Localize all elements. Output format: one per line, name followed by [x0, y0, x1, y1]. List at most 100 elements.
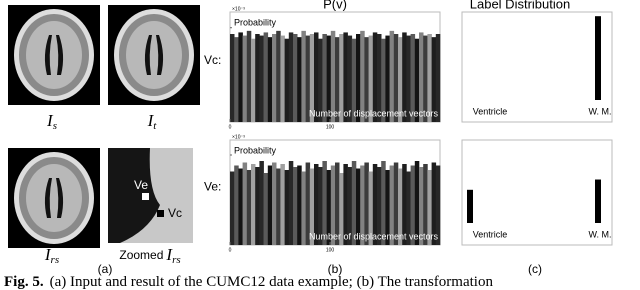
- hist-bar: [272, 162, 277, 245]
- image-label: Irs: [44, 245, 59, 266]
- hist-bar: [309, 34, 315, 122]
- hist-bar: [272, 34, 277, 122]
- exponent: ×10⁻³: [232, 6, 245, 12]
- hist-bar: [326, 170, 332, 245]
- hist-bar: [335, 37, 340, 123]
- hist-bar: [410, 34, 416, 122]
- hist-bar: [251, 164, 256, 245]
- hist-bar: [435, 165, 441, 245]
- hist-bar: [360, 30, 365, 122]
- hist-bar: [427, 170, 432, 245]
- hist-bar: [263, 173, 269, 245]
- hist-bar: [414, 161, 420, 245]
- hist-bar: [339, 34, 344, 122]
- hist-bar: [246, 30, 252, 122]
- category-label: W. M.: [589, 229, 612, 239]
- hist-bar: [389, 30, 395, 122]
- hist-bar: [288, 32, 294, 122]
- hist-bar: [297, 165, 302, 245]
- hist-bar: [410, 165, 416, 245]
- x-tick-label: 100: [326, 247, 335, 253]
- hist-bar: [309, 168, 315, 245]
- hist-bar: [406, 171, 411, 245]
- hist-bar: [276, 30, 281, 122]
- hist-bar: [351, 161, 357, 245]
- category-label: Ventricle: [473, 106, 508, 116]
- hist-bar: [288, 161, 294, 245]
- hist-bar: [377, 167, 382, 245]
- hist-bar: [356, 168, 361, 245]
- y-axis-label: Probability: [234, 145, 277, 155]
- exponent: ×10⁻³: [232, 134, 245, 140]
- hist-bar: [335, 162, 340, 245]
- plot-frame: [461, 139, 613, 246]
- hist-bar: [393, 34, 399, 122]
- hist-bar: [305, 35, 311, 123]
- hist-bar: [330, 165, 336, 245]
- x-tick-label: 0: [229, 247, 232, 253]
- hist-bar: [230, 34, 235, 122]
- hist-bar: [435, 34, 441, 122]
- label-bg: [232, 16, 292, 30]
- hist-bar: [301, 171, 306, 245]
- hist-bar: [230, 171, 235, 245]
- hist-bar: [372, 164, 378, 245]
- hist-bar: [280, 35, 285, 123]
- panel-caption: (a): [98, 262, 113, 276]
- image-label: It: [147, 111, 158, 132]
- hist-bar: [322, 161, 327, 245]
- hist-bar: [372, 32, 378, 122]
- hist-bar: [343, 32, 348, 122]
- hist-bar: [242, 162, 248, 245]
- panel-caption: (b): [328, 262, 343, 276]
- hist-bar: [251, 38, 256, 122]
- hist-bar: [326, 35, 332, 123]
- panel-title: P(v): [323, 0, 347, 11]
- hist-bar: [419, 167, 424, 245]
- hist-bar: [414, 38, 420, 122]
- hist-bar: [255, 34, 260, 122]
- hist-bar: [238, 32, 243, 122]
- hist-bar: [431, 37, 437, 123]
- hist-bar: [381, 38, 386, 122]
- figure-caption: Fig. 5. (a) Input and result of the CUMC1…: [4, 274, 493, 290]
- image-label: Is: [46, 111, 57, 132]
- x-tick-label: 0: [229, 124, 232, 130]
- hist-bar: [293, 34, 298, 122]
- row-label: Ve:: [204, 180, 221, 194]
- hist-bar: [267, 165, 273, 245]
- hist-bar: [389, 165, 395, 245]
- hist-bar: [284, 38, 290, 122]
- x-tick-label: 100: [326, 124, 335, 130]
- hist-bar: [263, 32, 269, 122]
- label-bar: [467, 189, 473, 223]
- hist-bar: [293, 167, 298, 245]
- hist-bar: [364, 162, 369, 245]
- hist-bar: [381, 161, 386, 245]
- hist-bar: [259, 161, 264, 245]
- hist-bar: [322, 34, 327, 122]
- label-bg: [232, 144, 292, 158]
- panel-caption: (c): [528, 262, 542, 276]
- hist-bar: [360, 165, 365, 245]
- hist-bar: [255, 167, 260, 245]
- hist-bar: [385, 35, 390, 123]
- hist-bar: [234, 37, 239, 123]
- hist-bar: [347, 167, 353, 245]
- hist-bar: [393, 162, 399, 245]
- hist-bar: [431, 162, 437, 245]
- hist-bar: [318, 167, 323, 245]
- plot-frame: [461, 11, 613, 123]
- hist-bar: [356, 34, 361, 122]
- x-axis-label: Number of displacement vectors: [309, 108, 439, 118]
- category-label: W. M.: [589, 106, 612, 116]
- label-bar: [595, 16, 601, 100]
- row-label: Vc:: [204, 53, 221, 67]
- hist-bar: [398, 37, 403, 123]
- hist-bar: [364, 37, 369, 123]
- point-label: Ve: [134, 178, 148, 192]
- hist-bar: [318, 38, 323, 122]
- hist-bar: [419, 32, 424, 122]
- hist-bar: [314, 32, 319, 122]
